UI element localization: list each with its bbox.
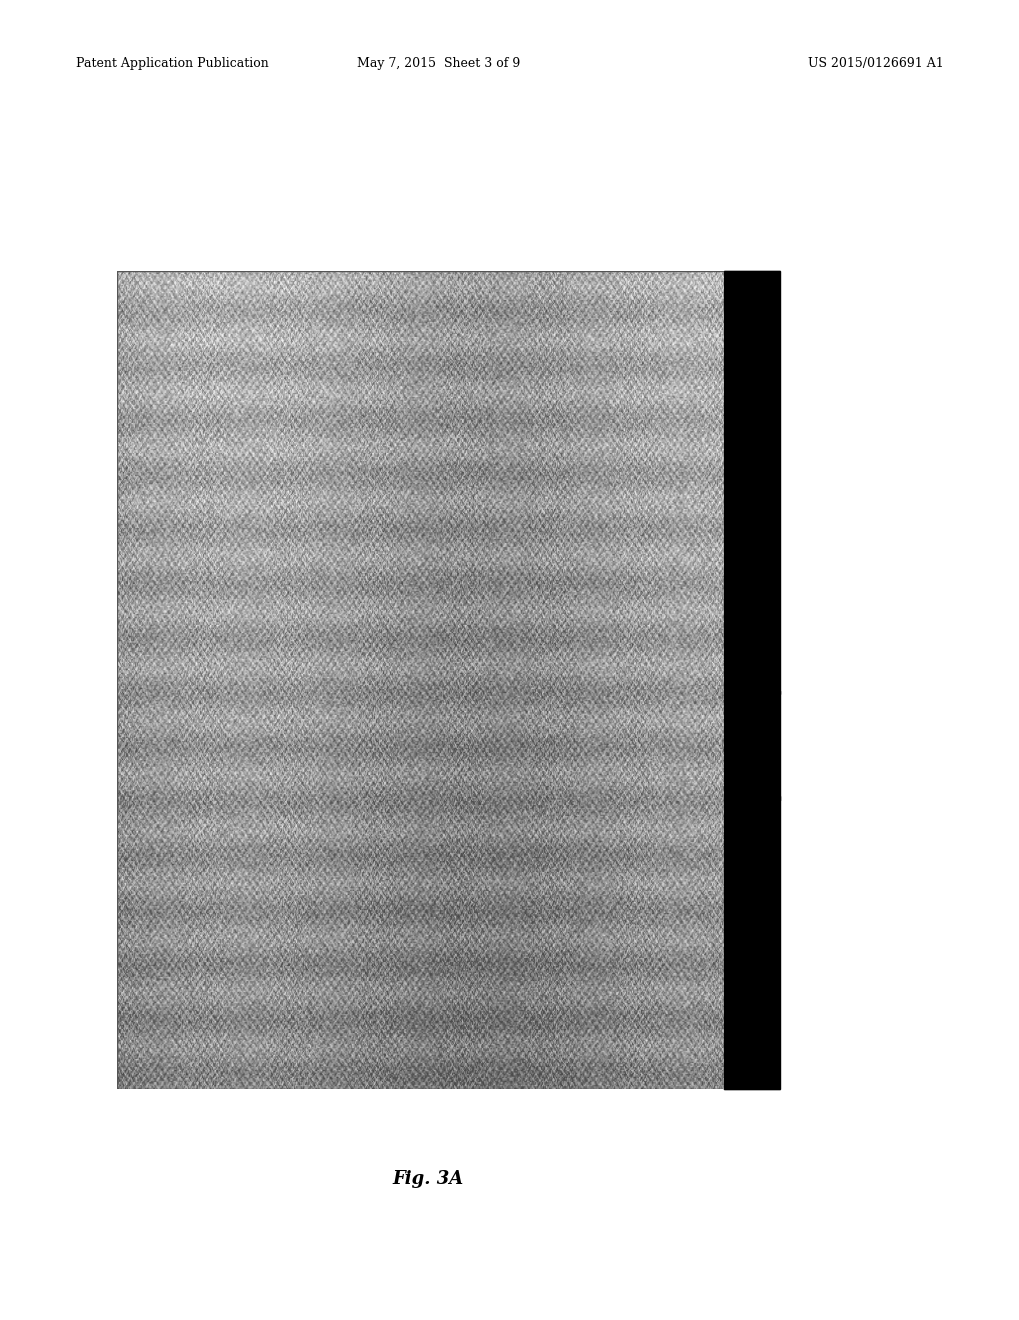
Bar: [723, 271, 780, 694]
Text: Linear BCP 5: Linear BCP 5: [250, 288, 329, 301]
Bar: [723, 271, 780, 1089]
Text: Patent Application Publication: Patent Application Publication: [76, 57, 269, 70]
Text: Fig. 3A: Fig. 3A: [392, 1170, 464, 1188]
Text: US 2015/0126691 A1: US 2015/0126691 A1: [807, 57, 943, 70]
Ellipse shape: [610, 700, 711, 792]
Text: Partial Dewetting: Partial Dewetting: [242, 323, 350, 337]
Text: A: A: [124, 280, 145, 306]
Bar: [723, 796, 780, 1089]
Bar: [723, 801, 800, 1089]
Text: May 7, 2015  Sheet 3 of 9: May 7, 2015 Sheet 3 of 9: [357, 57, 520, 70]
Bar: [723, 271, 800, 690]
